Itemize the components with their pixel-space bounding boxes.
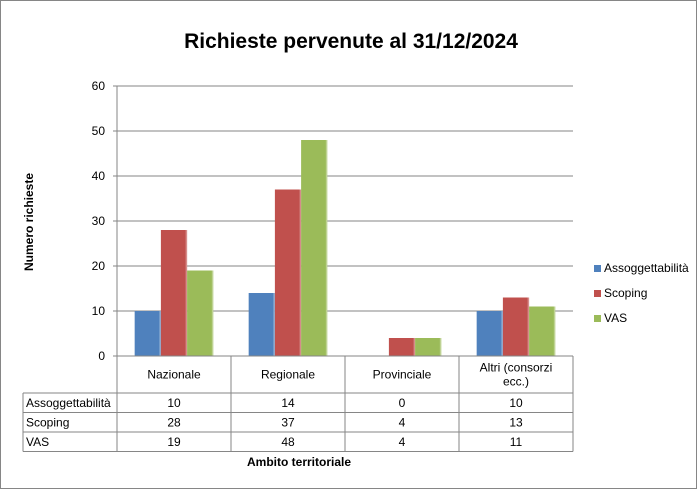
bar-edge [439, 338, 442, 356]
table-cell: 11 [510, 435, 523, 449]
table-cell: 37 [281, 415, 295, 429]
chart-title: Richieste pervenute al 31/12/2024 [184, 30, 518, 53]
bar-edge [159, 311, 161, 356]
y-tick-label: 20 [92, 259, 106, 273]
table-cell: 14 [281, 396, 295, 410]
legend-swatch [594, 290, 601, 297]
bar-edge [211, 270, 214, 356]
bar-edge [553, 306, 556, 356]
y-tick-label: 0 [98, 349, 105, 363]
bars-layer [134, 140, 556, 356]
legend-label: VAS [604, 311, 627, 325]
bar [274, 189, 302, 356]
table-cell: 13 [509, 415, 523, 429]
y-tick-label: 60 [92, 79, 106, 93]
bar-edge [273, 293, 275, 356]
legend-swatch [594, 265, 601, 272]
category-label: Regionale [261, 368, 315, 382]
table-cell: 19 [167, 435, 181, 449]
bar [134, 311, 161, 356]
axis-layer: 0 10 20 30 40 50 60 [92, 79, 118, 363]
category-label: Altri (consorzi [480, 361, 553, 375]
table-cell: 48 [281, 435, 295, 449]
category-label: Provinciale [373, 368, 432, 382]
bar-edge [185, 230, 188, 356]
table-cell: 0 [399, 396, 406, 410]
bar [529, 306, 556, 356]
y-tick-label: 50 [92, 124, 106, 138]
bar [301, 140, 328, 356]
legend: Assoggettabilità Scoping VAS [594, 261, 689, 325]
bar [502, 297, 530, 356]
y-tick-label: 30 [92, 214, 106, 228]
bar [160, 230, 188, 356]
table-cell: 10 [167, 396, 181, 410]
legend-label: Assoggettabilità [604, 261, 689, 275]
bar [415, 338, 442, 356]
bar-edge [527, 297, 530, 356]
legend-label: Scoping [604, 286, 647, 300]
bar [388, 338, 416, 356]
table-row-label: VAS [26, 435, 49, 449]
bar [476, 311, 503, 356]
y-tick-label: 10 [92, 304, 106, 318]
table-cell: 4 [399, 435, 406, 449]
y-tick-label: 40 [92, 169, 106, 183]
bar-edge [501, 311, 503, 356]
legend-swatch [594, 315, 601, 322]
bar-edge [413, 338, 416, 356]
table-row-label: Scoping [26, 415, 69, 429]
category-label: Nazionale [147, 368, 201, 382]
x-axis-label: Ambito territoriale [247, 455, 351, 469]
y-axis-label: Numero richieste [22, 173, 36, 271]
data-table: Nazionale Regionale Provinciale Altri (cons… [22, 355, 574, 452]
table-cell: 4 [399, 415, 406, 429]
bar [187, 270, 214, 356]
bar-edge [325, 140, 328, 356]
table-cell: 10 [509, 396, 523, 410]
table-cell: 28 [167, 415, 181, 429]
table-row-label: Assoggettabilità [26, 396, 111, 410]
bar [248, 293, 275, 356]
bar-edge [299, 189, 302, 356]
category-label: ecc.) [503, 375, 529, 389]
